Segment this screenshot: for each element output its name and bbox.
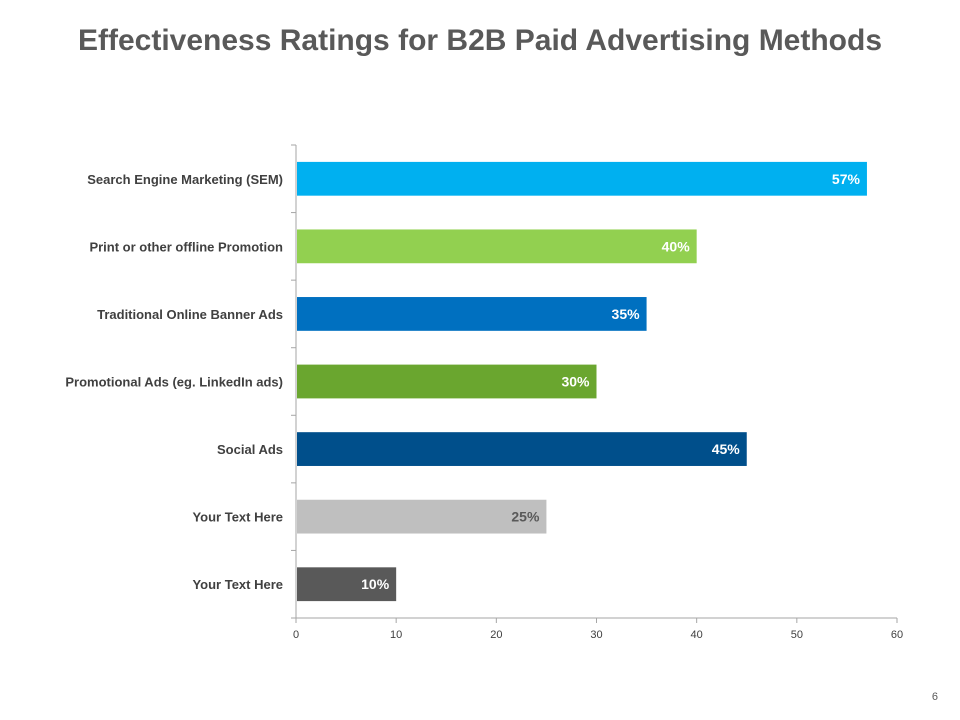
category-label: Search Engine Marketing (SEM) [87, 172, 283, 187]
x-tick-label: 40 [691, 629, 703, 641]
bar [297, 364, 597, 399]
x-tick-label: 0 [293, 629, 299, 641]
x-tick-label: 50 [791, 629, 803, 641]
data-label: 40% [662, 238, 691, 254]
bar [297, 499, 547, 534]
category-label: Promotional Ads (eg. LinkedIn ads) [65, 375, 283, 390]
data-label: 45% [712, 441, 741, 457]
data-label: 57% [832, 171, 861, 187]
data-label: 25% [511, 509, 540, 525]
category-label: Print or other offline Promotion [89, 239, 283, 254]
data-label: 30% [561, 374, 590, 390]
bar [297, 161, 867, 196]
x-tick-label: 20 [490, 629, 502, 641]
bar [297, 567, 397, 602]
category-label: Your Text Here [192, 510, 283, 525]
category-label: Your Text Here [192, 577, 283, 592]
category-label: Traditional Online Banner Ads [97, 307, 283, 322]
x-tick-label: 30 [590, 629, 602, 641]
x-tick-label: 60 [891, 629, 903, 641]
x-tick-label: 10 [390, 629, 402, 641]
category-label: Social Ads [217, 442, 283, 457]
slide-title: Effectiveness Ratings for B2B Paid Adver… [77, 24, 883, 57]
page-number: 6 [931, 691, 938, 703]
bar [297, 229, 697, 264]
bar [297, 432, 747, 466]
data-label: 35% [612, 306, 641, 322]
data-label: 10% [361, 576, 390, 592]
bar [297, 297, 647, 331]
